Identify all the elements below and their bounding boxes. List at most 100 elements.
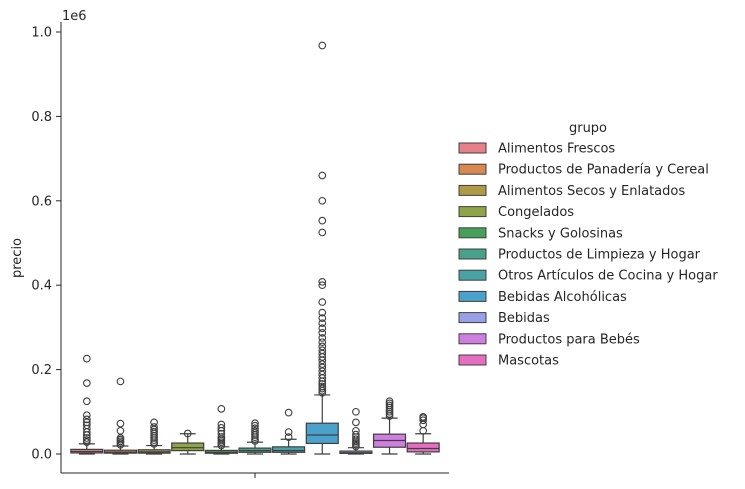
outlier-point: [217, 429, 226, 438]
legend-swatch: [458, 290, 487, 302]
outlier-point: [150, 418, 158, 427]
outlier-point: [284, 408, 293, 417]
outlier-point: [150, 425, 158, 434]
y-tick-label: 0.8: [31, 110, 52, 125]
box-productos-para-beb-s: [372, 397, 407, 455]
legend-label: Alimentos Frescos: [498, 142, 615, 157]
outlier-point: [318, 171, 327, 180]
legend: grupo Alimentos Frescos Productos de Pana…: [458, 121, 718, 369]
outlier-point: [318, 314, 327, 322]
outlier-point: [251, 426, 259, 435]
y-tick-label: 1.0: [31, 26, 52, 41]
outlier-point: [352, 430, 360, 439]
box-alimentos-secos-y-enlatados: [137, 418, 171, 455]
legend-label: Bebidas Alcohólicas: [498, 290, 627, 305]
legend-label: Productos de Limpieza y Hogar: [498, 248, 701, 263]
y-offset-text: 1e6: [62, 9, 87, 24]
outlier-point: [318, 298, 327, 306]
legend-label: Alimentos Secos y Enlatados: [498, 184, 685, 199]
outlier-point: [419, 426, 428, 435]
outlier-point: [82, 354, 91, 363]
outlier-point: [318, 380, 327, 388]
legend-label: Snacks y Golosinas: [498, 226, 623, 241]
outlier-point: [318, 360, 327, 368]
outlier-point: [385, 397, 394, 406]
box-productos-de-panader-a-y-cereal: [103, 377, 138, 455]
outlier-point: [318, 334, 327, 342]
outlier-point: [352, 407, 360, 416]
outlier-point: [116, 419, 125, 428]
outlier-point: [318, 281, 327, 290]
legend-swatch: [458, 142, 487, 154]
outlier-point: [116, 434, 125, 442]
y-tick-label: 0.0: [31, 448, 52, 463]
outlier-point: [150, 423, 158, 431]
outlier-point: [251, 424, 259, 433]
box-otros-art-culos-de-cocina-y-hogar: [272, 408, 306, 455]
outlier-point: [318, 363, 327, 372]
box-bebidas-alcoh-licas: [305, 41, 339, 455]
outlier-point: [318, 384, 327, 393]
y-axis-title: precio: [10, 238, 25, 278]
outlier-point: [318, 319, 327, 328]
outlier-point: [217, 420, 226, 429]
outlier-point: [318, 367, 327, 376]
outlier-point: [150, 427, 158, 436]
outlier-point: [385, 401, 394, 410]
outlier-point: [82, 379, 91, 387]
y-tick-label: 0.4: [31, 279, 52, 294]
outlier-point: [318, 370, 327, 379]
outlier-point: [318, 228, 327, 237]
outlier-point: [217, 423, 226, 432]
outlier-point: [419, 416, 428, 425]
box-mascotas: [406, 413, 440, 455]
box-productos-de-limpieza-y-hogar: [238, 419, 272, 455]
outlier-point: [419, 413, 428, 421]
outlier-point: [251, 429, 259, 437]
outlier-point: [116, 377, 125, 386]
legend-swatch: [458, 163, 487, 175]
outlier-point: [318, 216, 327, 225]
y-tick-label: 0.2: [31, 363, 52, 378]
outlier-point: [318, 41, 327, 50]
box-snacks-y-golosinas: [204, 404, 238, 455]
outlier-point: [82, 418, 91, 427]
legend-swatch: [458, 312, 487, 324]
legend-swatch: [458, 354, 487, 366]
outlier-point: [318, 382, 327, 391]
legend-swatch: [458, 248, 487, 260]
outlier-point: [284, 428, 293, 436]
box-iqr: [272, 446, 306, 453]
legend-swatch: [458, 227, 487, 239]
outlier-point: [82, 397, 91, 406]
box-group: [70, 41, 440, 455]
legend-label: Productos de Panadería y Cereal: [498, 163, 709, 178]
outlier-point: [352, 418, 360, 427]
outlier-point: [318, 338, 327, 347]
outlier-point: [82, 421, 91, 430]
outlier-point: [352, 426, 360, 435]
axes: [60, 22, 449, 478]
legend-swatch: [458, 269, 487, 281]
box-bebidas: [339, 407, 373, 455]
legend-label: Productos para Bebés: [498, 332, 640, 347]
box-alimentos-frescos: [70, 354, 104, 455]
legend-label: Mascotas: [498, 354, 559, 369]
box-iqr: [171, 442, 205, 452]
legend-swatch: [458, 333, 487, 345]
y-ticks: 0.0 0.2 0.4 0.6 0.8 1.0: [31, 26, 61, 463]
outlier-point: [284, 433, 293, 441]
outlier-point: [318, 308, 327, 317]
outlier-point: [82, 415, 91, 424]
outlier-point: [352, 435, 360, 444]
box-iqr: [406, 442, 440, 453]
outlier-point: [183, 429, 192, 438]
outlier-point: [318, 346, 327, 355]
legend-label: Bebidas: [498, 311, 550, 326]
box-iqr: [305, 422, 339, 445]
outlier-point: [82, 434, 91, 442]
outlier-point: [116, 426, 125, 435]
box-congelados: [171, 429, 205, 455]
legend-swatch: [458, 184, 487, 196]
